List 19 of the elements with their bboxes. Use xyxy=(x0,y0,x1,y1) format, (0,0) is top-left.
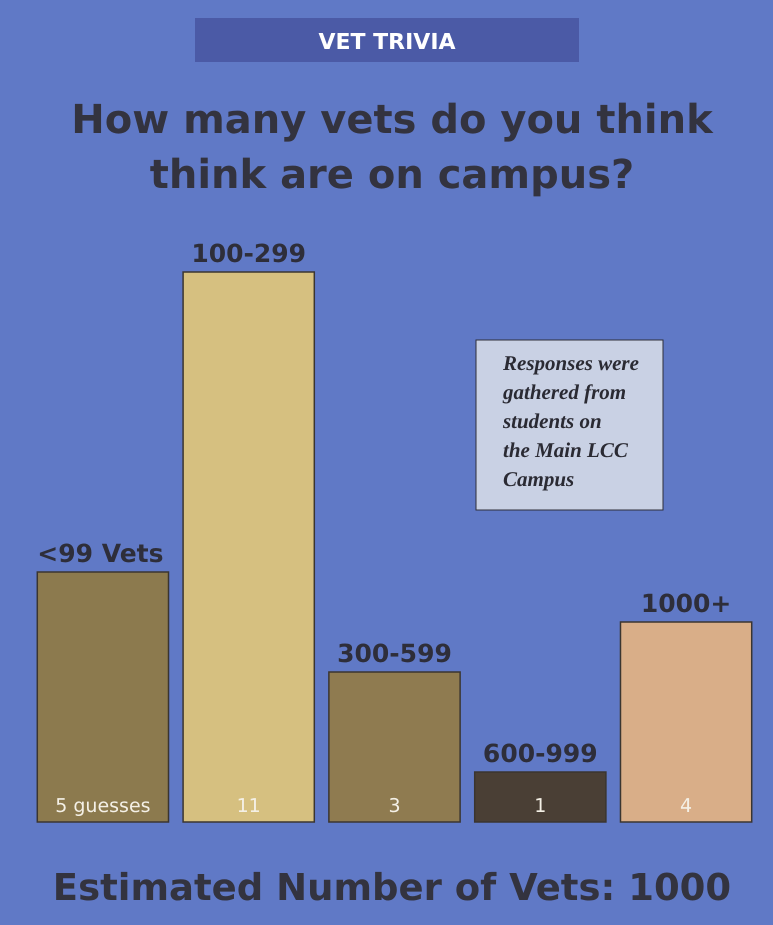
data-label: 5 guesses xyxy=(55,795,151,817)
x-tick-label: 100-299 xyxy=(191,239,306,268)
bar xyxy=(182,271,316,823)
annotation: Responses were gathered from students on the Main LCC Campus xyxy=(502,351,639,491)
data-label: 1 xyxy=(534,795,546,817)
bar xyxy=(474,771,607,823)
bar xyxy=(36,571,170,823)
data-label: 4 xyxy=(680,795,692,817)
chart-title: How many vets do you think think are on campus? xyxy=(71,97,714,198)
bar xyxy=(328,671,461,823)
chart-subtitle: VET TRIVIA xyxy=(318,30,456,55)
x-tick-label: 300-599 xyxy=(337,639,452,668)
bar xyxy=(620,621,752,823)
data-label: 3 xyxy=(388,795,401,817)
x-tick-label: 600-999 xyxy=(482,739,598,768)
x-tick-label: <99 Vets xyxy=(37,539,164,568)
x-axis-title: Estimated Number of Vets: 1000 xyxy=(52,866,732,909)
x-tick-label: 1000+ xyxy=(640,589,732,618)
data-label: 11 xyxy=(236,795,261,817)
